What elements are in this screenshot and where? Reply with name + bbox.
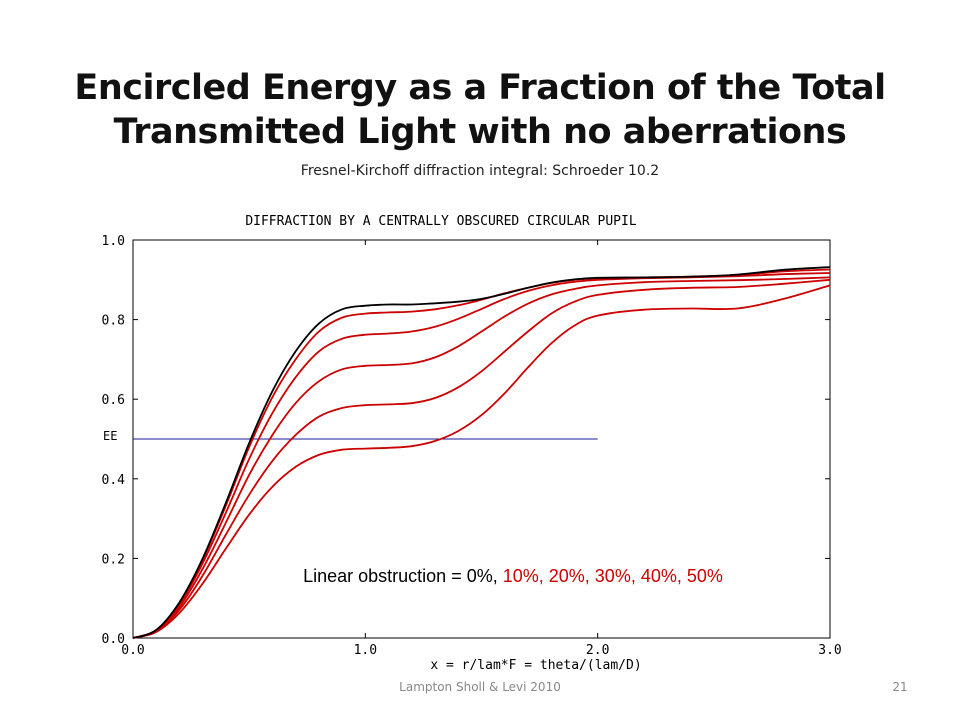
y-tick-label: 0.6 [102, 393, 125, 408]
curve-obstruction-30pct [132, 276, 831, 639]
y-tick-label: 0.8 [102, 314, 125, 329]
slide-title: Encircled Energy as a Fraction of the To… [0, 66, 960, 154]
ee-label: EE [103, 429, 117, 443]
footer-credit: Lampton Sholl & Levi 2010 [399, 680, 561, 694]
x-tick-label: 2.0 [586, 643, 609, 658]
chart-title: DIFFRACTION BY A CENTRALLY OBSCURED CIRC… [245, 214, 637, 229]
curve-obstruction-50pct [132, 284, 831, 639]
page-number: 21 [892, 680, 908, 694]
curve-obstruction-40pct [132, 278, 831, 639]
curve-obstruction-0pct [132, 266, 831, 639]
x-tick-label: 0.0 [121, 643, 144, 658]
obstruction-annotation: Linear obstruction = 0%, 10%, 20%, 30%, … [303, 566, 723, 586]
x-tick-label: 3.0 [818, 643, 841, 658]
slide-title-line-2: Transmitted Light with no aberrations [113, 112, 847, 152]
y-tick-label: 0.0 [102, 632, 125, 647]
x-tick-label: 1.0 [354, 643, 377, 658]
slide-subtitle: Fresnel-Kirchoff diffraction integral: S… [300, 163, 660, 179]
slide-title-line-1: Encircled Energy as a Fraction of the To… [74, 68, 886, 108]
y-tick-label: 1.0 [102, 234, 125, 249]
annotation-prefix: Linear obstruction = 0%, [303, 566, 503, 586]
y-tick-label: 0.4 [102, 473, 126, 488]
chart-axes: 0.0 0.2 0.4 0.6 0.8 1.0 0.0 1.0 2.0 3.0 [102, 234, 842, 658]
annotation-red-values: 10%, 20%, 30%, 40%, 50% [503, 566, 723, 586]
y-tick-label: 0.2 [102, 552, 125, 567]
x-axis-label: x = r/lam*F = theta/(lam/D) [430, 658, 641, 673]
chart-series: EE [103, 266, 831, 639]
